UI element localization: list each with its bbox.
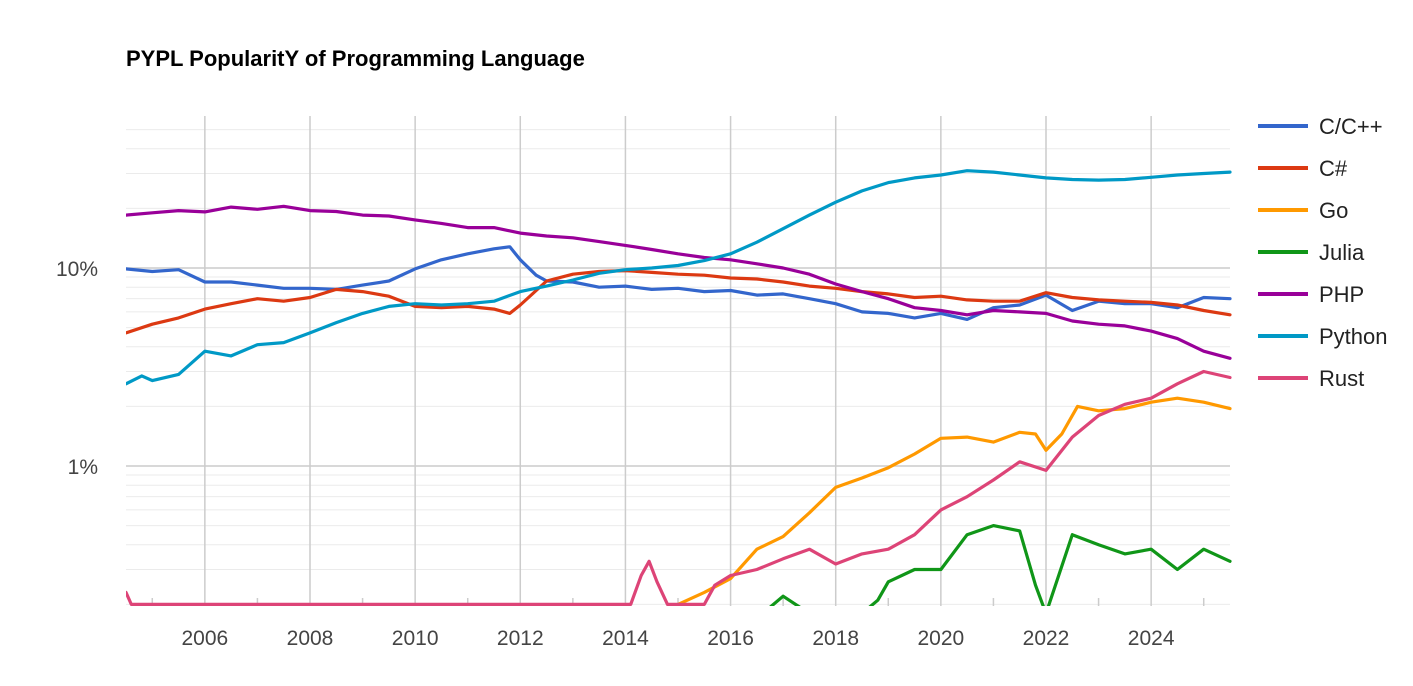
x-tick-label: 2014 (602, 627, 649, 650)
y-tick-label: 10% (56, 258, 98, 281)
y-axis: 1% 10% (56, 258, 98, 479)
x-tick-label: 2020 (917, 627, 964, 650)
legend: C/C++ C# Go Julia PHP Python Rust (1258, 114, 1388, 391)
legend-label-python: Python (1319, 324, 1388, 349)
x-tick-label: 2022 (1023, 627, 1070, 650)
series-line-python (126, 169, 1232, 386)
series-line-go (673, 396, 1232, 606)
series-line-c- (126, 269, 1232, 335)
chart-title: PYPL PopularitY of Programming Language (126, 46, 585, 71)
legend-label-php: PHP (1319, 282, 1364, 307)
x-axis: 2006 2008 2010 2012 2014 2016 2018 2020 2022 2024 (181, 627, 1174, 650)
legend-label-rust: Rust (1319, 366, 1364, 391)
legend-label-julia: Julia (1319, 240, 1365, 265)
x-tick-label: 2010 (392, 627, 439, 650)
series-line-c-c- (126, 245, 1232, 321)
y-tick-label: 1% (68, 456, 98, 479)
x-tick-label: 2024 (1128, 627, 1175, 650)
series-line-rust (126, 369, 1232, 606)
series-layer (126, 169, 1232, 606)
x-tick-label: 2016 (707, 627, 754, 650)
series-line-php (126, 204, 1232, 360)
x-tick-label: 2012 (497, 627, 544, 650)
gridlines (126, 116, 1230, 606)
x-tick-label: 2018 (812, 627, 859, 650)
x-tick-label: 2008 (287, 627, 334, 650)
series-line-julia (769, 524, 1232, 606)
legend-label-c-: C# (1319, 156, 1348, 181)
legend-label-go: Go (1319, 198, 1348, 223)
legend-label-c-c-: C/C++ (1319, 114, 1383, 139)
x-tick-label: 2006 (181, 627, 228, 650)
